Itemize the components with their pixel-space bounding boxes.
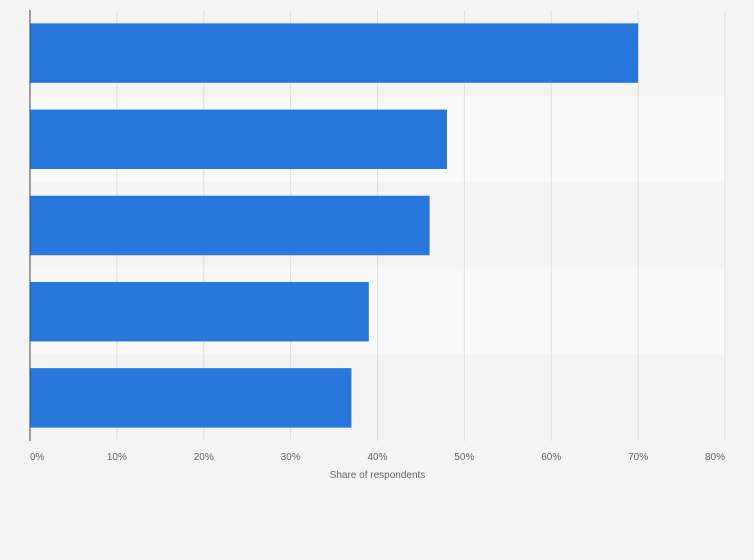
x-tick-label: 60% <box>541 452 561 463</box>
bar <box>30 368 352 428</box>
x-tick-label: 30% <box>281 452 301 463</box>
bar <box>30 109 447 170</box>
x-tick-label: 0% <box>30 452 45 463</box>
x-tick-label: 80% <box>705 452 725 463</box>
x-tick-label: 40% <box>367 452 387 463</box>
x-tick-label: 10% <box>107 452 127 463</box>
bars <box>30 23 639 428</box>
x-tick-label: 50% <box>454 452 474 463</box>
bar <box>30 23 639 83</box>
x-axis-title: Share of respondents <box>330 470 426 481</box>
bar <box>30 195 430 256</box>
x-tick-label: 70% <box>628 452 648 463</box>
x-tick-label: 20% <box>194 452 214 463</box>
bar <box>30 281 369 342</box>
x-tick-labels: 0% 10% 20% 30% 40% 50% 60% 70% 80% <box>30 452 725 463</box>
